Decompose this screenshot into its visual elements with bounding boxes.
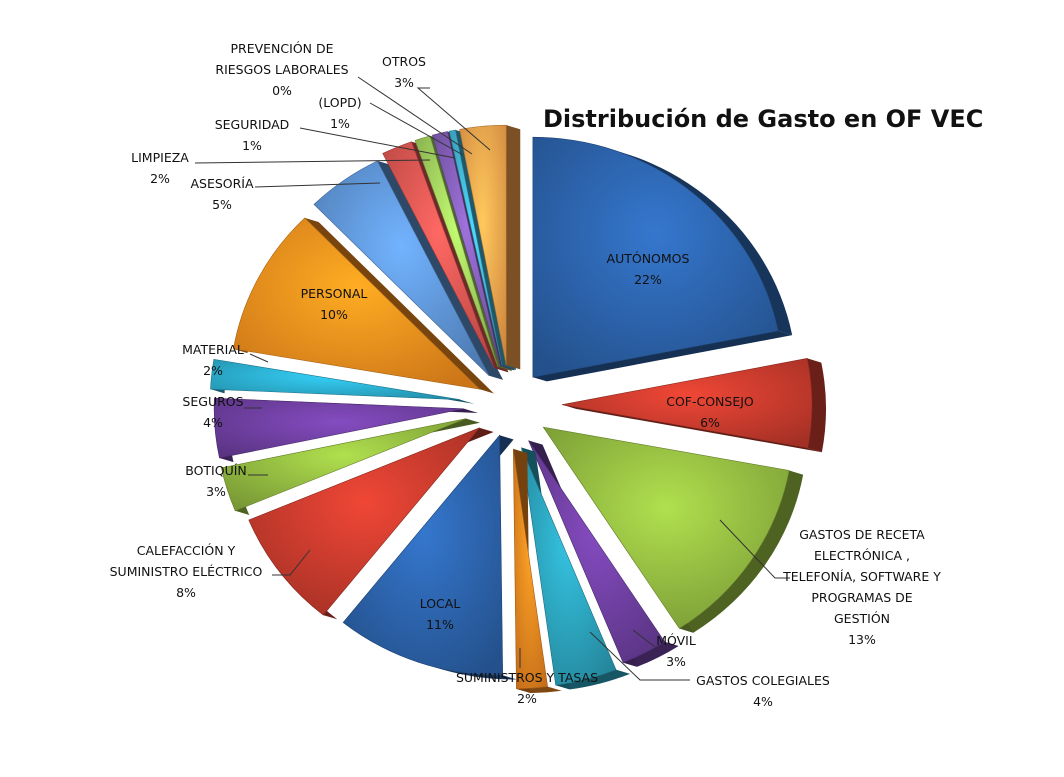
slice-percent-label: 4% — [203, 415, 223, 430]
pie-slice-edge — [304, 217, 494, 394]
slice-percent-label: 22% — [634, 272, 662, 287]
slice-percent-label: 4% — [753, 694, 773, 709]
pie-slice-botiqu-n — [221, 418, 467, 512]
pie-slice-depth — [555, 669, 631, 690]
leader-line — [194, 159, 431, 164]
pie-slice-lopd — [431, 131, 501, 367]
pie-slice-material — [210, 358, 461, 400]
leader-line — [719, 519, 790, 579]
pie-slice-aut-nomos — [532, 136, 779, 378]
leader-line — [369, 102, 464, 156]
leader-line — [416, 87, 491, 151]
slice-percent-label: 11% — [426, 617, 454, 632]
slice-label: CALEFACCIÓN Y SUMINISTRO ELÉCTRICO 8% — [110, 543, 263, 600]
slice-percent-label: 8% — [176, 585, 196, 600]
pie-slice-otros — [459, 124, 507, 366]
slice-label: PREVENCIÓN DE RIESGOS LABORALES 0% — [215, 41, 348, 98]
slice-percent-label: 13% — [848, 632, 876, 647]
slice-label: AUTÓNOMOS 22% — [607, 251, 690, 287]
slice-percent-label: 3% — [206, 484, 226, 499]
leader-line — [357, 76, 473, 155]
slice-label: MATERIAL 2% — [182, 342, 244, 378]
pie-slice-depth — [623, 641, 679, 667]
slice-percent-label: 3% — [394, 75, 414, 90]
pie-slice-depth — [532, 137, 793, 336]
slice-percent-label: 2% — [203, 363, 223, 378]
leader-line — [299, 127, 456, 159]
leader-line — [589, 631, 690, 681]
slice-label: SEGUROS 4% — [182, 394, 243, 430]
chart-title: Distribución de Gasto en OF VEC — [543, 105, 983, 133]
pie-slice-edge — [532, 330, 793, 382]
slice-percent-label: 6% — [700, 415, 720, 430]
pie-slice-depth — [807, 358, 826, 453]
slice-label: PERSONAL 10% — [301, 286, 368, 322]
slice-label: COF-CONSEJO 6% — [666, 394, 754, 430]
slice-label: (LOPD) 1% — [318, 95, 361, 131]
slice-label: OTROS 3% — [382, 54, 426, 90]
slice-percent-label: 10% — [320, 307, 348, 322]
pie-slice-seguridad — [414, 135, 499, 367]
slice-label: ASESORÍA 5% — [190, 176, 254, 212]
slice-percent-label: 5% — [212, 197, 232, 212]
slice-label: LIMPIEZA 2% — [131, 150, 189, 186]
pie-slice-cof-consejo — [561, 358, 813, 449]
slice-label: SEGURIDAD 1% — [215, 117, 290, 153]
pie-slice-suministros-y-tasas — [513, 448, 548, 690]
leader-line — [632, 629, 656, 648]
leader-line — [249, 353, 269, 363]
pie-slice-calefacci-n-y-suministro-el-ctrico — [248, 427, 480, 616]
slice-label: LOCAL 11% — [420, 596, 461, 632]
pie-slice-m-vil — [528, 440, 666, 663]
pie-slice-depth — [679, 470, 804, 633]
slice-label: GASTOS DE RECETA ELECTRÓNICA , TELEFONÍA, … — [782, 527, 941, 647]
slice-percent-label: 3% — [666, 654, 686, 669]
leader-line — [272, 549, 311, 576]
pie-slice-seguros — [213, 397, 465, 459]
slice-label: BOTIQUÍN 3% — [185, 463, 247, 499]
slice-percent-label: 1% — [330, 116, 350, 131]
pie-slice-edge — [377, 160, 504, 380]
leader-line — [254, 182, 381, 188]
slice-percent-label: 2% — [150, 171, 170, 186]
slice-percent-label: 0% — [272, 83, 292, 98]
slice-percent-label: 2% — [517, 691, 537, 706]
pie-slice-gastos-colegiales — [521, 447, 617, 686]
pie-slice-local — [342, 434, 504, 676]
pie-slice-personal — [233, 217, 481, 390]
pie-slice-gastos-de-receta-electr-nica-telefon-a-software-y-programas-de-gesti-n — [542, 426, 790, 629]
pie-slice-edge — [561, 404, 822, 453]
pie-slice-prevenci-n-de-riesgos-laborales — [448, 129, 503, 366]
slice-label: GASTOS COLEGIALES 4% — [696, 673, 830, 709]
pie-slice-edge — [506, 125, 521, 370]
slice-label: SUMINISTROS Y TASAS 2% — [456, 670, 598, 706]
slice-label: MÓVIL 3% — [656, 633, 696, 669]
slice-percent-label: 1% — [242, 138, 262, 153]
